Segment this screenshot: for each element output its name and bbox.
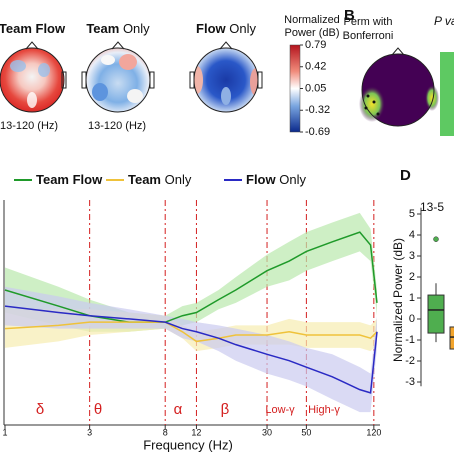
freq-label: 13-120 (Hz)	[88, 120, 146, 132]
colorbar-label: P va	[434, 14, 454, 28]
y-tick-label: -2	[405, 355, 415, 367]
panel-letter: D	[400, 167, 411, 184]
x-tick-label: 1	[2, 427, 7, 437]
y-tick-label: 3	[409, 250, 415, 262]
x-tick-label: 50	[301, 427, 311, 437]
box	[427, 294, 445, 334]
series-line	[4, 321, 378, 343]
y-axis-label: Normalized Power (dB)	[391, 238, 405, 362]
panel-title: Perm with	[344, 16, 393, 28]
box	[449, 326, 454, 350]
colorbar-label: Normalized	[284, 14, 340, 26]
topomap-title: Team Flow	[0, 21, 66, 36]
colorbar-tick-label: -0.69	[305, 126, 330, 138]
colorbar-tick-label: 0.42	[305, 61, 326, 73]
topomap	[189, 41, 263, 113]
band-label: δ	[36, 401, 44, 418]
legend-label: Team Only	[128, 172, 192, 187]
colorbar	[440, 52, 454, 136]
band-label: Low-γ	[265, 404, 295, 416]
x-tick-label: 30	[262, 427, 272, 437]
band-label: θ	[94, 401, 102, 418]
flier	[433, 236, 439, 242]
x-tick-label: 120	[366, 427, 381, 437]
band-label: High-γ	[308, 404, 340, 416]
y-tick-label: 2	[409, 271, 415, 283]
y-tick-label: -3	[405, 376, 415, 388]
panel-title: 13-5	[420, 200, 444, 214]
series-line	[4, 305, 378, 394]
topomap	[359, 47, 439, 127]
x-tick-label: 12	[191, 427, 201, 437]
colorbar-label: Power (dB)	[284, 27, 339, 39]
error-band	[5, 286, 377, 413]
legend-label: Team Flow	[36, 172, 103, 187]
topomap-title: Team Only	[86, 21, 150, 36]
colorbar	[289, 44, 301, 133]
colorbar-tick-label: -0.32	[305, 104, 330, 116]
band-label: β	[221, 401, 230, 418]
legend-label: Flow Only	[246, 172, 306, 187]
x-axis-label: Frequency (Hz)	[143, 437, 233, 452]
topomap-title: Flow Only	[196, 21, 256, 36]
band-label: α	[174, 401, 183, 418]
y-tick-label: 4	[409, 229, 415, 241]
topomap	[81, 41, 155, 113]
y-tick-label: 1	[409, 292, 415, 304]
colorbar-tick-label: 0.05	[305, 82, 326, 94]
colorbar-tick-label: 0.79	[305, 39, 326, 51]
freq-label: 13-120 (Hz)	[0, 120, 58, 132]
topomap	[0, 41, 67, 113]
x-tick-label: 3	[87, 427, 92, 437]
panel-letter: B	[344, 7, 355, 24]
x-tick-label: 8	[163, 427, 168, 437]
y-tick-label: 0	[409, 313, 415, 325]
panel-title: Bonferroni	[343, 30, 394, 42]
y-tick-label: 5	[409, 208, 415, 220]
series-line	[4, 231, 378, 323]
y-tick-label: -1	[405, 334, 415, 346]
